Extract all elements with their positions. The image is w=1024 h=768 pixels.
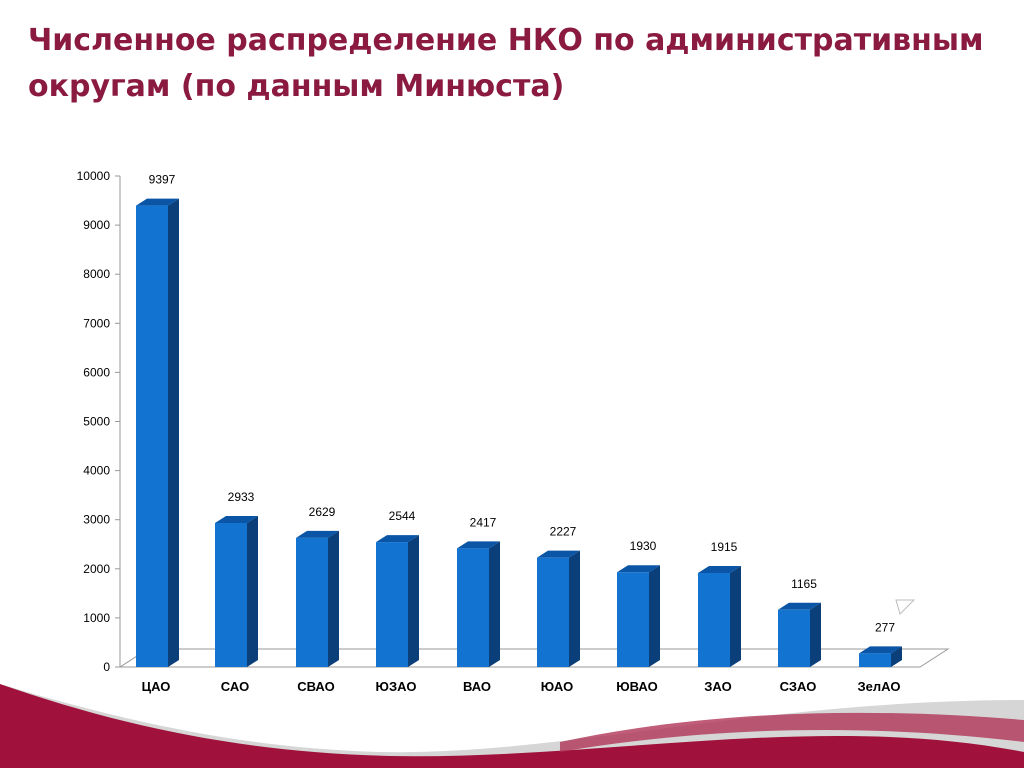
bar-front [215,522,247,667]
category-label: ЮВАО [616,679,657,694]
data-label: 2933 [228,490,255,504]
y-tick-label: 1000 [83,611,110,625]
bar-САО [215,515,258,667]
category-label: ЗАО [704,679,731,694]
bar-top [537,550,580,558]
y-tick-label: 9000 [83,218,110,232]
bar-front [778,609,810,667]
y-tick-label: 4000 [83,464,110,478]
bar-side [891,646,902,667]
bar-top [136,198,179,206]
y-tick-label: 8000 [83,267,110,281]
bar-СВАО [296,530,339,667]
bar-side [810,602,821,667]
y-tick-label: 6000 [83,365,110,379]
data-label: 1915 [711,540,738,554]
y-tick-label: 0 [103,660,110,674]
bar-ЗАО [698,565,741,667]
bar-side [649,565,660,667]
bar-side [247,515,258,667]
bar-front [136,205,168,667]
data-label: 2544 [389,509,416,523]
bar-ЗелАО [859,646,902,667]
bar-side [569,550,580,667]
bar-top [376,535,419,543]
category-label: СВАО [297,679,334,694]
category-label: СЗАО [780,679,817,694]
data-label: 1930 [630,539,657,553]
bar-side [489,541,500,667]
category-label: САО [221,679,249,694]
y-tick-label: 3000 [83,513,110,527]
y-tick-label: 5000 [83,415,110,429]
bar-top [778,602,821,610]
bar-top [698,565,741,573]
bar-top [296,530,339,538]
bar-side [168,198,179,667]
bar-ЮАО [537,550,580,667]
bar-front [296,537,328,667]
bar-ЦАО [136,198,179,667]
y-tick-label: 10000 [77,169,111,183]
bar-СЗАО [778,602,821,667]
bar-top [215,515,258,523]
data-label: 277 [875,620,895,634]
bar-front [457,548,489,667]
category-label: ЗелАО [858,679,901,694]
y-tick-label: 7000 [83,316,110,330]
bar-ВАО [457,541,500,667]
bar-front [698,572,730,667]
bar-side [328,530,339,667]
slide-title: Численное распределение НКО по администр… [28,23,984,104]
bar-top [457,541,500,549]
category-label: ВАО [463,679,491,694]
category-label: ЮЗАО [376,679,417,694]
label-callout [895,599,916,615]
bar-ЮЗАО [376,535,419,667]
category-label: ЮАО [541,679,573,694]
bar-front [859,653,891,667]
bar-front [617,572,649,667]
data-label: 2629 [309,505,336,519]
data-label: 1165 [791,577,817,591]
bar-top [617,565,660,573]
bar-ЮВАО [617,565,660,667]
bar-side [730,565,741,667]
bar-front [537,557,569,667]
data-label: 9397 [149,173,176,187]
bar-front [376,542,408,667]
y-tick-label: 2000 [83,562,110,576]
bar-side [408,535,419,667]
bar-top [859,646,902,654]
category-label: ЦАО [142,679,171,694]
data-label: 2227 [550,525,577,539]
data-label: 2417 [470,515,497,529]
